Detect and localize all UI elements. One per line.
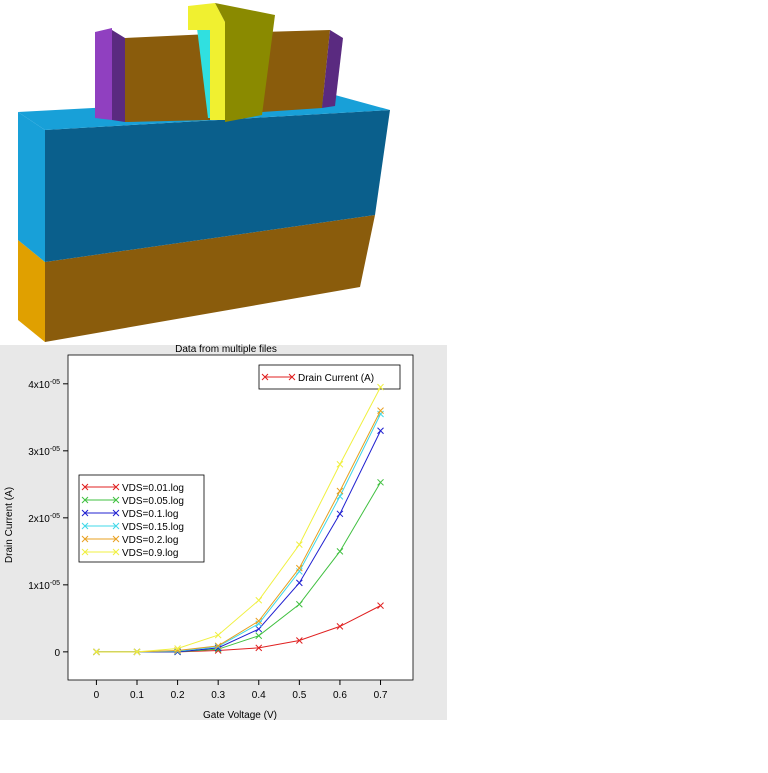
x-tick-label: 0 <box>94 690 100 701</box>
series-marker <box>255 596 263 604</box>
device-render <box>18 3 390 342</box>
series-marker <box>377 407 384 414</box>
legend-marker <box>81 509 89 517</box>
series-marker <box>255 625 263 633</box>
x-tick-label: 0.3 <box>211 690 225 701</box>
series-marker <box>214 642 222 650</box>
x-tick-label: 0.5 <box>292 690 306 701</box>
y-axis-label: Drain Current (A) <box>4 487 15 563</box>
legend-label: VDS=0.1.log <box>122 509 178 520</box>
legend-label: VDS=0.15.log <box>122 522 184 533</box>
series-marker <box>133 648 141 656</box>
series-marker <box>295 579 303 587</box>
top-legend-label: Drain Current (A) <box>298 373 374 384</box>
series-marker <box>295 600 303 608</box>
legend-marker <box>81 522 89 530</box>
series-marker <box>174 645 181 652</box>
legend-label: VDS=0.01.log <box>122 483 184 494</box>
drain-contact <box>322 30 343 108</box>
chart-title: Data from multiple files <box>175 344 277 355</box>
legend-marker <box>112 483 120 491</box>
substrate-front <box>45 215 375 342</box>
series-marker <box>377 602 384 609</box>
substrate-side <box>18 240 45 342</box>
legend-marker <box>112 548 120 556</box>
oxide-side <box>18 112 45 262</box>
legend-label: VDS=0.2.log <box>122 535 178 546</box>
legend-marker <box>81 548 89 556</box>
legend-marker <box>81 483 89 491</box>
y-tick-label: 1x10-05 <box>28 580 60 592</box>
legend-label: VDS=0.05.log <box>122 496 184 507</box>
y-tick-label: 2x10-05 <box>28 513 60 525</box>
x-tick-label: 0.4 <box>252 690 266 701</box>
legend-marker <box>112 522 120 530</box>
gate-side <box>215 3 275 122</box>
series-marker <box>336 623 344 630</box>
series-marker <box>336 460 344 468</box>
series-marker <box>336 547 344 555</box>
source-contact <box>95 28 112 120</box>
y-tick-label: 3x10-05 <box>28 446 60 458</box>
series-marker <box>295 541 303 548</box>
top-legend-marker <box>261 373 269 381</box>
series-marker <box>377 383 384 391</box>
series-marker <box>295 637 303 644</box>
series-marker <box>255 632 263 640</box>
legend-label: VDS=0.9.log <box>122 548 178 559</box>
x-axis-label: Gate Voltage (V) <box>203 710 277 721</box>
series-marker <box>93 648 100 656</box>
source-region <box>125 34 210 122</box>
series-marker <box>336 510 344 518</box>
series-marker <box>377 478 384 486</box>
series-marker <box>377 427 384 435</box>
series-marker <box>295 564 303 572</box>
series-marker <box>336 487 344 495</box>
gate-front <box>188 3 225 120</box>
legend-marker <box>81 535 89 543</box>
legend-marker <box>112 535 120 543</box>
oxide-front <box>45 110 390 262</box>
x-tick-label: 0.6 <box>333 690 347 701</box>
top-legend-marker <box>288 373 296 381</box>
legend-box <box>78 474 205 563</box>
series-line <box>96 386 381 653</box>
x-tick-label: 0.1 <box>130 690 144 701</box>
series-marker <box>214 631 222 639</box>
y-tick-label: 0 <box>54 648 60 659</box>
x-tick-label: 0.7 <box>374 690 388 701</box>
source-contact-side <box>112 30 125 122</box>
legend-marker <box>81 496 89 504</box>
drain-region <box>262 30 330 112</box>
series-marker <box>255 644 263 652</box>
series-marker <box>255 617 263 625</box>
legend-marker <box>112 509 120 517</box>
x-tick-label: 0.2 <box>171 690 185 701</box>
y-tick-label: 4x10-05 <box>28 379 60 391</box>
legend-marker <box>112 496 120 504</box>
